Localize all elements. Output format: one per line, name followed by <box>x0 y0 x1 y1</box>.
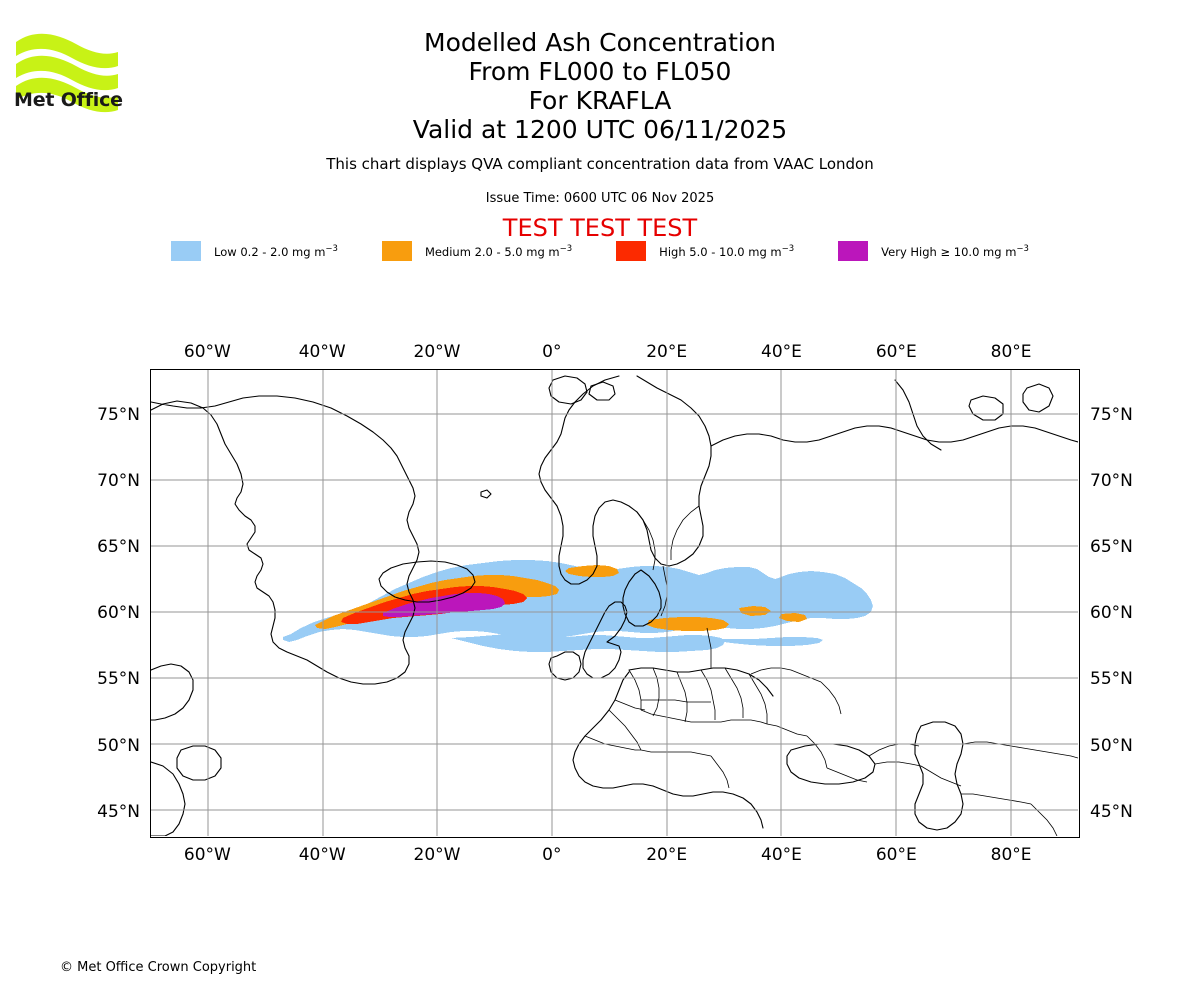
legend-item-medium: Medium 2.0 - 5.0 mg m−3 <box>381 241 573 261</box>
coast-arctic-islands <box>968 395 1004 421</box>
legend-swatch-very-high <box>838 241 869 261</box>
coast-russia-north <box>710 425 1078 447</box>
coast-baltic <box>622 569 662 627</box>
coast-black-sea <box>786 743 876 785</box>
coast-europe-west <box>572 671 654 789</box>
plume-low-main <box>283 560 873 642</box>
chart-subtitle: This chart displays QVA compliant concen… <box>326 155 874 173</box>
coast-newfoundland <box>176 745 222 781</box>
lat-tick-left-4: 65°N <box>97 537 140 558</box>
lat-tick-left-3: 60°N <box>97 603 140 624</box>
lat-tick-right-2: 55°N <box>1090 669 1133 690</box>
legend-swatch-high <box>616 241 647 261</box>
coast-europe-north <box>628 667 774 697</box>
lat-tick-left-2: 55°N <box>97 669 140 690</box>
lat-tick-right-6: 75°N <box>1090 405 1133 426</box>
lon-tick-bottom-7: 80°E <box>990 845 1032 865</box>
coast-great-britain <box>582 601 628 679</box>
coast-greenland <box>151 395 420 685</box>
title-line-3: For KRAFLA <box>528 86 672 115</box>
lon-tick-bottom-0: 60°W <box>183 845 231 865</box>
plume-very-high-core <box>383 593 505 617</box>
lat-tick-right-5: 70°N <box>1090 471 1133 492</box>
legend-label-low: Low 0.2 - 2.0 mg m−3 <box>214 243 338 259</box>
plume-low-norway-patch <box>748 588 775 611</box>
title-line-2: From FL000 to FL050 <box>468 57 732 86</box>
coast-svalbard <box>548 375 588 405</box>
coast-iceland <box>378 560 476 603</box>
legend-item-very-high: Very High ≥ 10.0 mg m−3 <box>838 241 1029 261</box>
lon-tick-top-4: 20°E <box>646 342 688 362</box>
copyright-notice: © Met Office Crown Copyright <box>60 960 257 975</box>
plume-medium-east-patch <box>565 565 619 577</box>
ash-plume <box>283 560 873 652</box>
lon-tick-top-7: 80°E <box>990 342 1032 362</box>
lon-tick-bottom-5: 40°E <box>761 845 802 865</box>
title-line-4: Valid at 1200 UTC 06/11/2025 <box>412 115 788 144</box>
concentration-legend: Low 0.2 - 2.0 mg m−3 Medium 2.0 - 5.0 mg … <box>0 241 1200 261</box>
lat-tick-right-3: 60°N <box>1090 603 1133 624</box>
lat-tick-right-4: 65°N <box>1090 537 1133 558</box>
coast-novaya-zemlya <box>894 379 942 451</box>
lon-tick-bottom-4: 20°E <box>646 845 688 865</box>
country-borders <box>584 505 1078 836</box>
legend-swatch-low <box>171 241 202 261</box>
page-title: Modelled Ash Concentration From FL000 to… <box>0 28 1200 144</box>
lat-tick-right-0: 45°N <box>1090 801 1133 822</box>
legend-item-high: High 5.0 - 10.0 mg m−3 <box>616 241 794 261</box>
lon-tick-top-0: 60°W <box>183 342 231 362</box>
lat-tick-left-0: 45°N <box>97 801 140 822</box>
legend-label-high: High 5.0 - 10.0 mg m−3 <box>659 243 795 259</box>
lat-tick-left-5: 70°N <box>97 471 140 492</box>
coast-ireland <box>548 651 582 681</box>
map-frame <box>150 369 1080 838</box>
coast-labrador-south <box>151 761 186 836</box>
lon-tick-top-5: 40°E <box>761 342 802 362</box>
lon-tick-bottom-6: 60°E <box>875 845 917 865</box>
coast-caspian <box>914 721 964 831</box>
test-banner: TEST TEST TEST <box>502 214 698 242</box>
title-line-1: Modelled Ash Concentration <box>424 28 776 57</box>
lon-tick-bottom-2: 20°W <box>413 845 461 865</box>
coast-canada <box>151 663 194 721</box>
plume-low-southern-lobe <box>451 634 725 652</box>
legend-item-low: Low 0.2 - 2.0 mg m−3 <box>171 241 338 261</box>
plume-medium-speckle-b <box>779 613 807 622</box>
met-office-logo <box>14 26 134 114</box>
plume-medium-speckle-a <box>739 606 771 616</box>
coast-svalbard-east <box>588 381 616 401</box>
lon-tick-top-6: 60°E <box>875 342 917 362</box>
met-office-logo-text: Met Office <box>14 89 123 111</box>
lon-tick-top-1: 40°W <box>298 342 346 362</box>
issue-time: Issue Time: 0600 UTC 06 Nov 2025 <box>485 191 715 206</box>
lon-tick-bottom-3: 0° <box>542 845 562 865</box>
plume-low-east-streak <box>711 637 823 646</box>
ash-concentration-map <box>150 369 1080 838</box>
lon-tick-top-2: 20°W <box>413 342 461 362</box>
coast-scandinavia <box>538 375 712 585</box>
lat-tick-right-1: 50°N <box>1090 735 1133 756</box>
lat-tick-left-6: 75°N <box>97 405 140 426</box>
lon-tick-top-3: 0° <box>542 342 562 362</box>
lon-tick-bottom-1: 40°W <box>298 845 346 865</box>
coastlines <box>151 375 1078 836</box>
lat-tick-left-1: 50°N <box>97 735 140 756</box>
coast-arctic-islands-2 <box>1022 383 1054 413</box>
coast-mediterranean <box>652 785 764 829</box>
legend-swatch-medium <box>381 241 412 261</box>
coast-jan-mayen <box>480 489 492 499</box>
legend-label-medium: Medium 2.0 - 5.0 mg m−3 <box>424 243 573 259</box>
graticule <box>151 370 1078 836</box>
legend-label-very-high: Very High ≥ 10.0 mg m−3 <box>881 243 1029 259</box>
